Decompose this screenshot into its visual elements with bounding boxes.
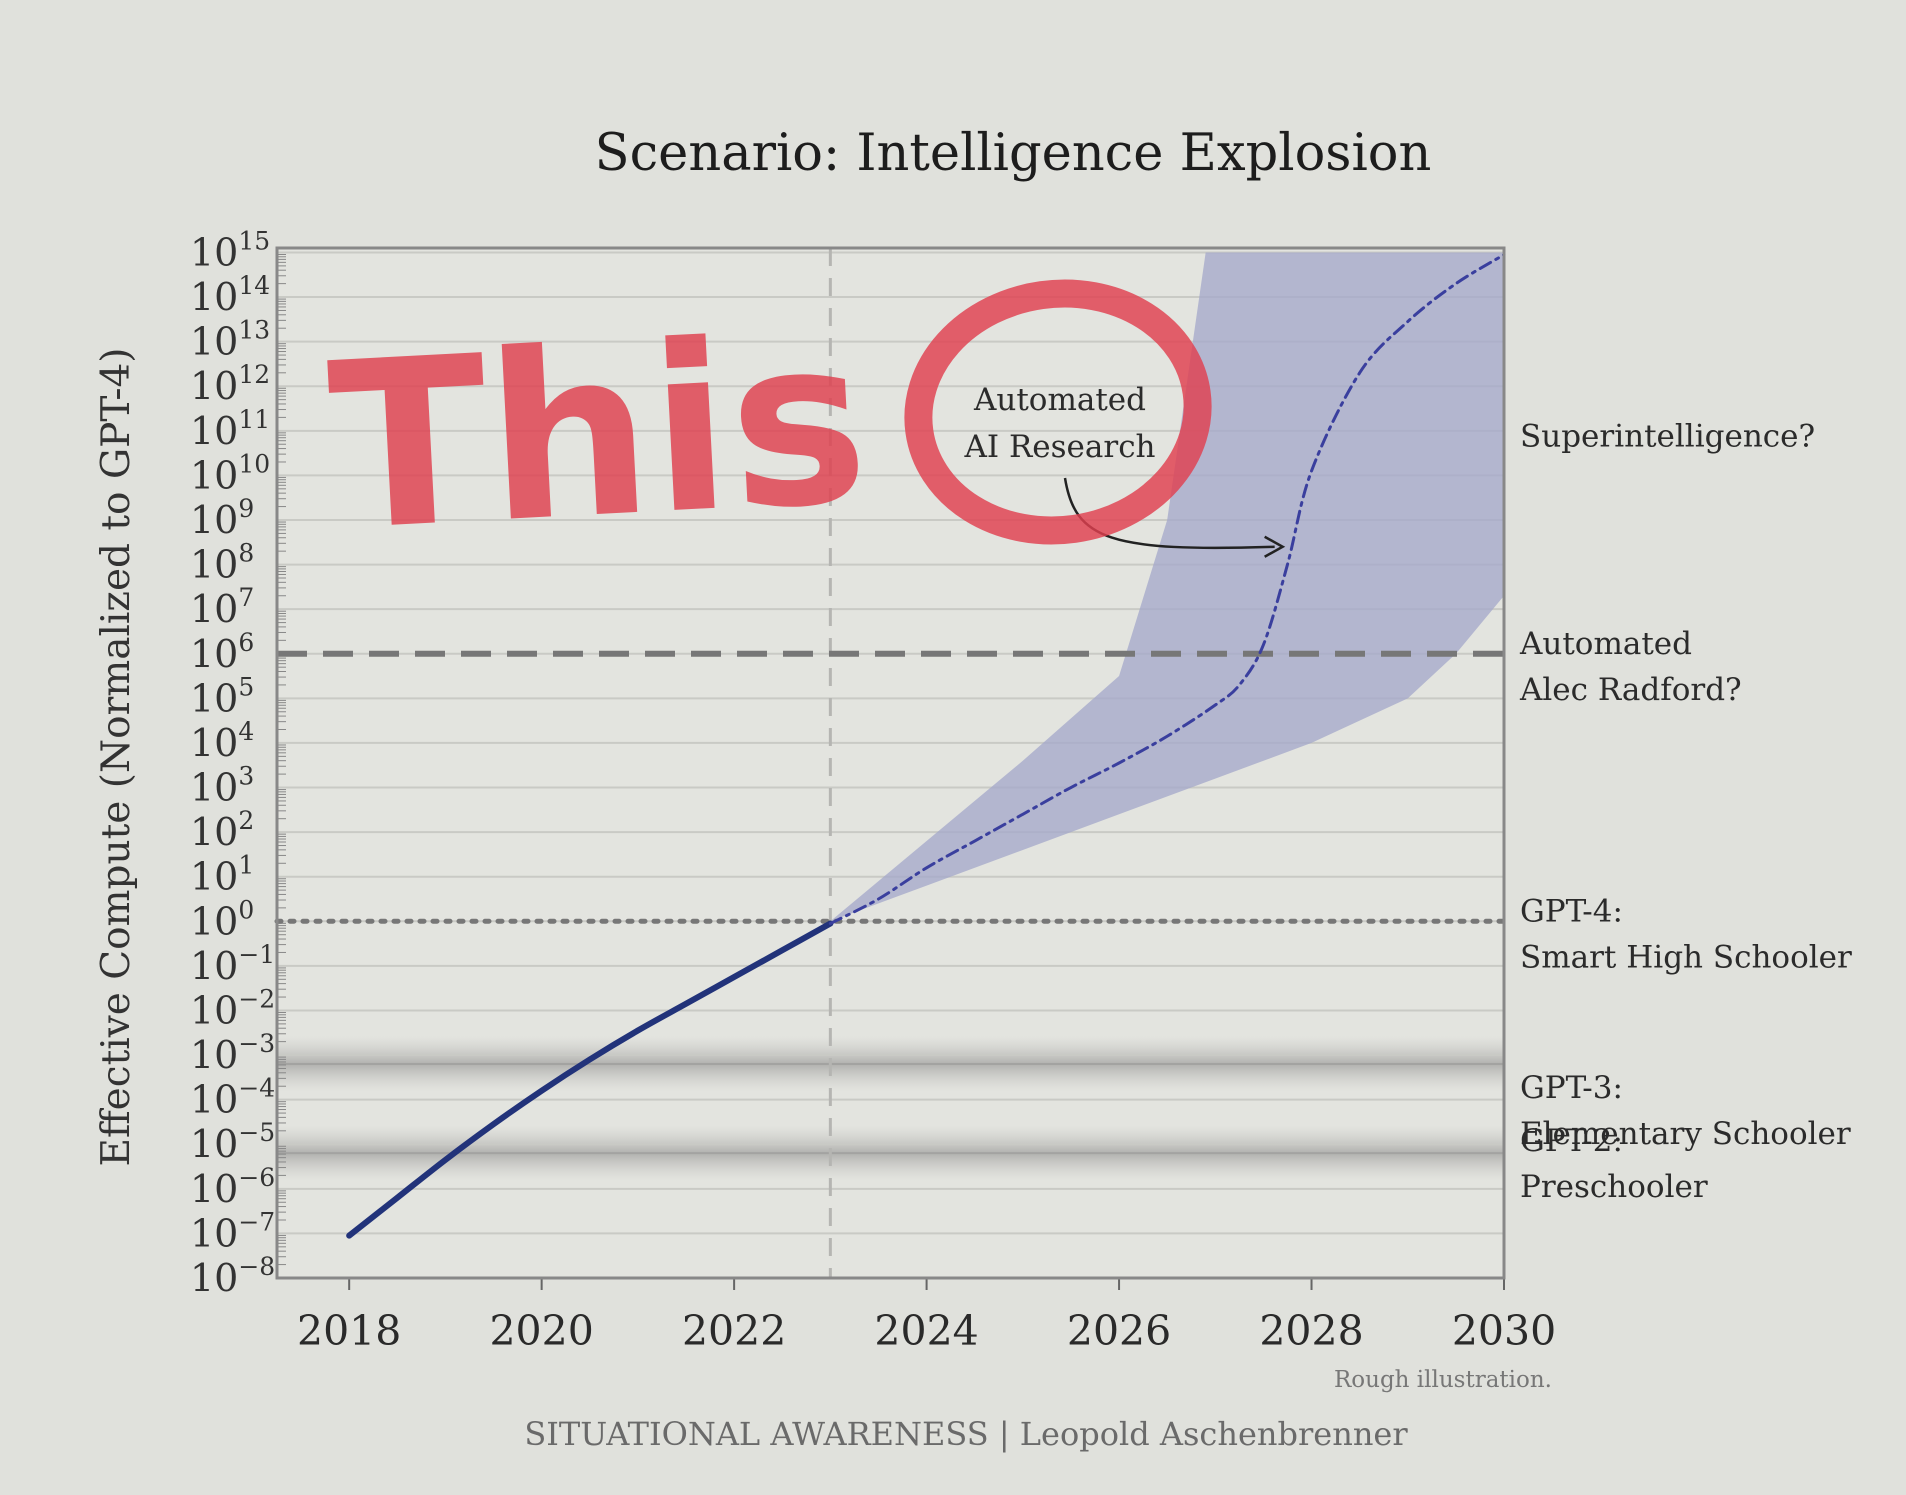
- source-footer: SITUATIONAL AWARENESS | Leopold Aschenbr…: [524, 1415, 1408, 1453]
- y-tick-label: 10−6: [190, 1163, 275, 1211]
- x-tick-label: 2030: [1452, 1307, 1556, 1355]
- y-tick-label: 107: [190, 583, 254, 631]
- uncertainty-band-shape: [830, 252, 1504, 922]
- y-tick-label: 104: [190, 717, 254, 765]
- scribble-circle: [904, 279, 1212, 545]
- x-tick-label: 2024: [874, 1307, 978, 1355]
- y-tick-labels: 1015101410131012101110101091081071061051…: [190, 226, 275, 1300]
- level-label-band-0: GPT-3: Elementary Schooler: [1520, 1070, 1851, 1152]
- x-tick-label: 2028: [1259, 1307, 1363, 1355]
- y-tick-label: 1015: [190, 226, 270, 274]
- uncertainty-band: [830, 252, 1504, 922]
- level-label-band-1: GPT-2: Preschooler: [1520, 1123, 1708, 1205]
- y-tick-label: 10−4: [190, 1074, 275, 1122]
- x-tick-labels: 2018 2020 2022 2024 2026 2028 2030: [297, 1307, 1556, 1355]
- y-tick-label: 101: [190, 851, 254, 899]
- level-bands: [277, 1035, 1504, 1182]
- level-label-ref-0: Automated Alec Radford?: [1519, 626, 1742, 708]
- x-tick-label: 2020: [489, 1307, 593, 1355]
- x-tick-label: 2022: [682, 1307, 786, 1355]
- series-line-0: [346, 920, 834, 1239]
- y-axis-label: Effective Compute (Normalized to GPT-4): [94, 347, 139, 1166]
- level-label-superintelligence: Superintelligence?: [1520, 418, 1815, 454]
- series-line-1: [828, 253, 1506, 926]
- chart-title: Scenario: Intelligence Explosion: [595, 124, 1432, 183]
- y-tick-label: 105: [190, 672, 254, 720]
- scribble-text: This: [324, 288, 874, 583]
- series-lines: [346, 253, 1506, 1239]
- callout-text: Automated AI Research: [963, 382, 1155, 465]
- y-tick-label: 100: [190, 895, 254, 943]
- red-scribble-overlay: This: [324, 279, 1212, 583]
- y-tick-label: 10−5: [190, 1118, 275, 1166]
- y-tick-label: 1013: [190, 316, 270, 364]
- level-label-ref-1: GPT-4: Smart High Schooler: [1520, 893, 1852, 975]
- callout-arrow: [1063, 477, 1275, 550]
- level-labels: Superintelligence? Automated Alec Radford?…: [1519, 418, 1852, 1205]
- x-tick-label: 2026: [1067, 1307, 1171, 1355]
- y-tick-label: 108: [190, 539, 254, 587]
- x-tick-label: 2018: [297, 1307, 401, 1355]
- y-tick-label: 102: [190, 806, 254, 854]
- axes: [275, 246, 1506, 1280]
- y-tick-label: 1010: [190, 449, 270, 497]
- y-tick-label: 10−2: [190, 984, 275, 1032]
- y-tick-label: 1012: [190, 360, 270, 408]
- reference-lines: [274, 248, 1507, 1278]
- automated-ai-research-callout: Automated AI Research: [963, 382, 1286, 558]
- callout-arrowhead: [1264, 535, 1286, 558]
- rough-illustration-note: Rough illustration.: [1334, 1367, 1552, 1393]
- y-tick-label: 10−7: [190, 1207, 275, 1255]
- y-tick-label: 109: [190, 494, 254, 542]
- y-tick-label: 103: [190, 762, 254, 810]
- y-tick-label: 1014: [190, 271, 270, 319]
- y-tick-label: 106: [190, 628, 254, 676]
- y-tick-label: 10−1: [190, 940, 275, 988]
- y-tick-label: 10−3: [190, 1029, 275, 1077]
- y-tick-label: 1011: [190, 405, 270, 453]
- plot-frame: [275, 246, 1506, 1280]
- y-tick-label: 10−8: [190, 1252, 275, 1300]
